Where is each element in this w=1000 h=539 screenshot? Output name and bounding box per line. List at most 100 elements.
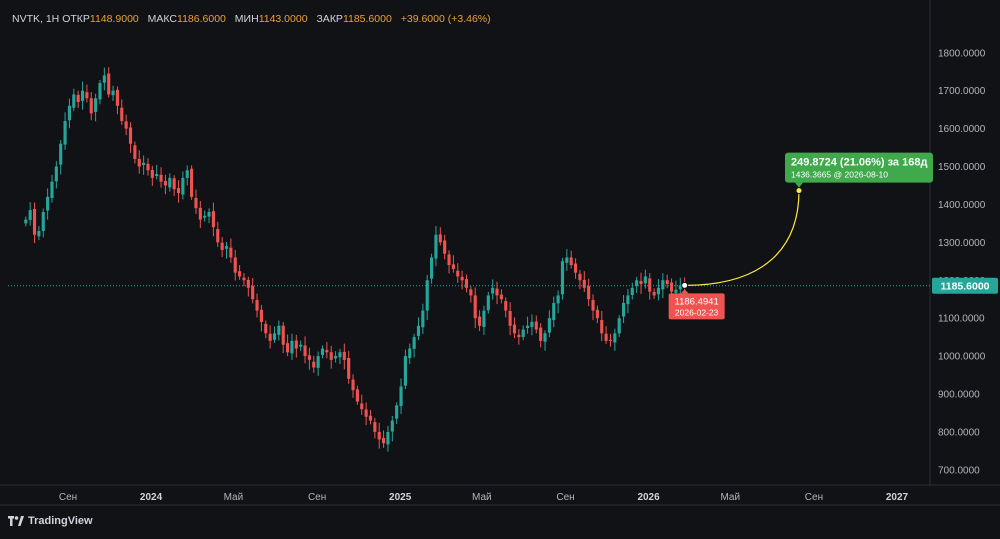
candle-body[interactable] [648, 278, 652, 292]
candle-body[interactable] [591, 299, 595, 311]
candle-body[interactable] [115, 89, 119, 106]
candle-body[interactable] [491, 287, 495, 294]
candle-body[interactable] [478, 316, 482, 326]
candle-body[interactable] [185, 170, 189, 178]
candle-body[interactable] [307, 355, 311, 360]
candle-body[interactable] [299, 344, 303, 347]
candle-body[interactable] [425, 280, 429, 311]
candle-body[interactable] [259, 309, 263, 322]
candle-body[interactable] [163, 180, 167, 186]
candle-body[interactable] [142, 162, 146, 165]
candle-body[interactable] [251, 285, 255, 300]
candle-body[interactable] [604, 333, 608, 341]
candle-body[interactable] [669, 282, 674, 292]
candle-body[interactable] [434, 234, 438, 259]
projection-end-point[interactable] [795, 187, 803, 195]
candle-body[interactable] [595, 309, 599, 319]
candle-body[interactable] [303, 345, 307, 357]
candle-body[interactable] [552, 303, 556, 321]
candle-body[interactable] [360, 403, 364, 410]
candle-body[interactable] [24, 219, 28, 224]
tradingview-logo[interactable]: TradingView [8, 515, 93, 527]
candle-body[interactable] [312, 361, 316, 368]
candle-body[interactable] [382, 437, 386, 444]
candle-body[interactable] [656, 287, 661, 295]
candle-body[interactable] [530, 321, 534, 327]
candle-body[interactable] [674, 289, 678, 293]
candle-body[interactable] [438, 234, 442, 243]
candle-body[interactable] [560, 261, 565, 295]
candle-body[interactable] [220, 242, 224, 250]
candle-body[interactable] [621, 303, 626, 317]
candle-body[interactable] [504, 301, 508, 311]
candle-body[interactable] [639, 281, 643, 285]
candle-body[interactable] [272, 333, 277, 340]
candle-body[interactable] [578, 273, 582, 281]
candle-body[interactable] [403, 356, 407, 386]
candle-body[interactable] [194, 197, 198, 209]
candle-body[interactable] [72, 94, 76, 108]
candle-body[interactable] [613, 333, 617, 343]
candle-body[interactable] [543, 333, 547, 342]
candle-body[interactable] [587, 285, 591, 300]
candle-body[interactable] [37, 230, 41, 237]
candle-body[interactable] [54, 166, 58, 182]
candle-body[interactable] [652, 292, 656, 296]
candle-body[interactable] [224, 246, 229, 249]
candle-body[interactable] [390, 420, 394, 432]
candle-body[interactable] [89, 98, 93, 114]
candle-body[interactable] [155, 174, 159, 176]
candle-body[interactable] [368, 415, 373, 421]
candle-body[interactable] [159, 174, 163, 182]
candle-body[interactable] [172, 178, 176, 190]
candle-body[interactable] [456, 270, 460, 277]
candle-body[interactable] [190, 168, 194, 197]
candle-body[interactable] [430, 257, 434, 279]
candle-body[interactable] [525, 325, 530, 329]
candle-body[interactable] [137, 158, 141, 167]
candle-body[interactable] [233, 257, 237, 273]
candle-body[interactable] [325, 350, 329, 353]
candle-body[interactable] [643, 276, 647, 284]
projection-start-point[interactable] [681, 281, 689, 289]
candle-body[interactable] [242, 277, 246, 281]
candle-body[interactable] [277, 325, 281, 335]
candle-body[interactable] [67, 105, 72, 121]
candle-body[interactable] [102, 75, 106, 83]
candle-body[interactable] [416, 325, 421, 336]
candle-body[interactable] [451, 264, 455, 269]
candle-body[interactable] [238, 271, 242, 277]
candle-body[interactable] [76, 94, 80, 103]
candle-body[interactable] [98, 83, 102, 100]
candle-body[interactable] [107, 73, 111, 95]
candle-body[interactable] [120, 107, 124, 121]
candle-body[interactable] [334, 356, 338, 359]
candle-body[interactable] [168, 177, 172, 188]
candle-body[interactable] [399, 386, 403, 407]
candle-body[interactable] [50, 181, 54, 198]
candle-body[interactable] [539, 327, 543, 341]
candle-body[interactable] [386, 431, 390, 445]
candle-body[interactable] [508, 310, 512, 326]
candle-body[interactable] [286, 343, 290, 353]
candle-body[interactable] [150, 169, 154, 178]
candle-body[interactable] [268, 333, 272, 341]
candle-body[interactable] [626, 295, 630, 305]
candle-body[interactable] [617, 318, 621, 334]
candle-body[interactable] [635, 280, 639, 286]
candle-body[interactable] [573, 263, 578, 273]
candle-body[interactable] [443, 240, 447, 254]
candle-body[interactable] [281, 325, 285, 345]
candle-body[interactable] [665, 280, 669, 285]
candle-body[interactable] [290, 340, 294, 354]
candle-body[interactable] [421, 310, 425, 328]
candle-body[interactable] [534, 321, 538, 330]
candle-body[interactable] [355, 389, 359, 402]
candle-body[interactable] [111, 90, 115, 96]
candle-body[interactable] [94, 98, 98, 112]
candle-body[interactable] [133, 145, 137, 159]
candle-body[interactable] [377, 431, 381, 440]
forecast-box[interactable] [784, 152, 933, 183]
candle-body[interactable] [146, 163, 150, 171]
